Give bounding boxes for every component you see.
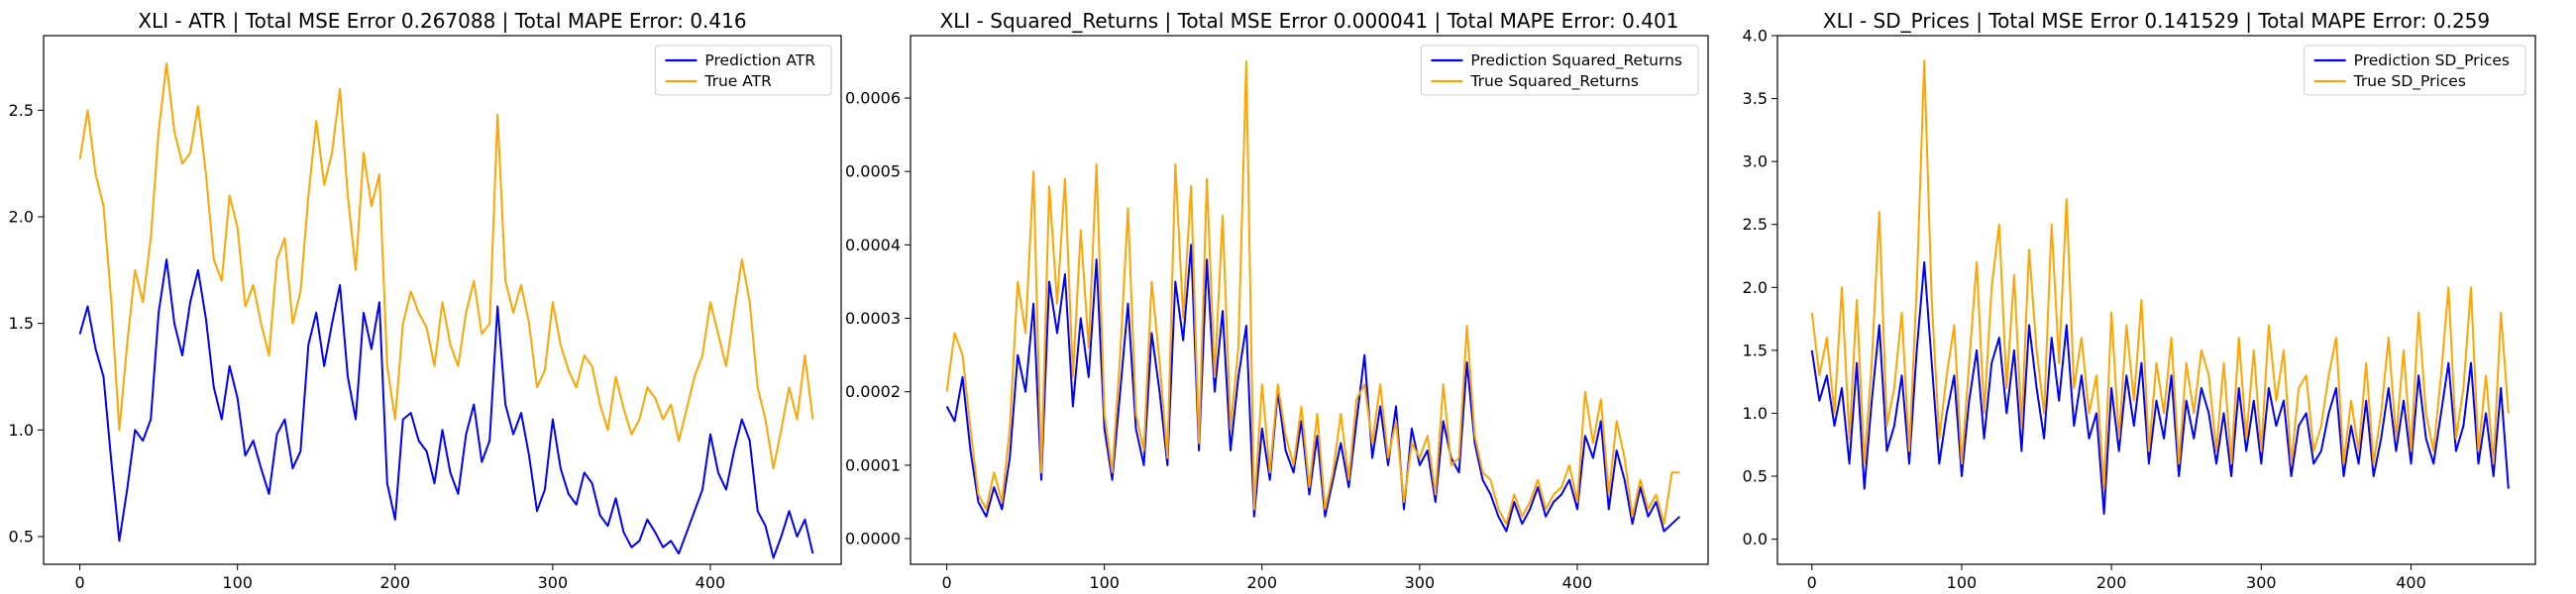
legend-label-prediction: Prediction ATR <box>704 51 815 69</box>
y-tick-label: 0.5 <box>1743 467 1768 486</box>
x-axis-ticks: 0 100 200 300 400 <box>74 564 725 592</box>
y-axis-ticks: 0.0000 0.0001 0.0002 0.0003 0.0004 0.0005 0.00… <box>845 89 911 548</box>
x-tick-label: 100 <box>1947 573 1978 592</box>
y-axis-ticks: 0.0 0.5 1.0 1.5 2.0 2.5 3.0 3.5 4.0 <box>1743 27 1777 548</box>
x-tick-label: 300 <box>2246 573 2277 592</box>
y-tick-label: 3.5 <box>1743 89 1768 108</box>
true-series-line <box>78 62 814 470</box>
x-tick-label: 300 <box>538 573 569 592</box>
y-tick-label: 1.5 <box>1743 341 1768 359</box>
y-tick-label: 0.0006 <box>845 89 901 108</box>
legend: Prediction SD_Prices True SD_Prices <box>2304 45 2526 96</box>
plot-area <box>78 62 814 559</box>
y-tick-label: 2.0 <box>1743 278 1768 297</box>
y-tick-label: 2.5 <box>1743 215 1768 234</box>
y-tick-label: 0.0004 <box>845 236 901 254</box>
chart-title: XLI - Squared_Returns | Total MSE Error … <box>940 9 1679 33</box>
chart-atr: XLI - ATR | Total MSE Error 0.267088 | T… <box>9 9 842 592</box>
legend-box <box>2304 45 2526 96</box>
x-axis-ticks: 0 100 200 300 400 <box>1807 564 2426 592</box>
true-series-line <box>945 60 1680 526</box>
y-tick-label: 0.0005 <box>845 162 901 181</box>
chart-title: XLI - ATR | Total MSE Error 0.267088 | T… <box>138 9 746 33</box>
axes-frame <box>1776 35 2536 565</box>
y-tick-label: 4.0 <box>1743 27 1768 46</box>
x-tick-label: 300 <box>1405 573 1436 592</box>
y-tick-label: 2.0 <box>9 208 34 227</box>
y-tick-label: 0.0 <box>1743 530 1768 548</box>
x-tick-label: 200 <box>1246 573 1277 592</box>
x-tick-label: 200 <box>2096 573 2127 592</box>
x-tick-label: 0 <box>1807 573 1817 592</box>
legend-label-prediction: Prediction SD_Prices <box>2354 51 2510 70</box>
prediction-series-line <box>1810 260 2510 516</box>
x-tick-label: 400 <box>1562 573 1593 592</box>
x-axis-ticks: 0 100 200 300 400 <box>941 564 1592 592</box>
chart-sd-prices: XLI - SD_Prices | Total MSE Error 0.1415… <box>1743 9 2536 592</box>
plot-area <box>1810 59 2510 516</box>
y-tick-label: 1.5 <box>9 314 34 333</box>
x-tick-label: 200 <box>379 573 410 592</box>
y-tick-label: 0.0001 <box>845 455 901 474</box>
legend-box <box>654 45 832 96</box>
prediction-series-line <box>78 258 814 559</box>
chart-squared-returns: XLI - Squared_Returns | Total MSE Error … <box>845 9 1709 592</box>
y-tick-label: 0.0003 <box>845 309 901 328</box>
legend-label-true: True SD_Prices <box>2353 72 2466 91</box>
y-tick-label: 1.0 <box>9 421 34 440</box>
true-series-line <box>1810 59 2510 490</box>
legend: Prediction Squared_Returns True Squared_… <box>1420 45 1699 96</box>
chart-title: XLI - SD_Prices | Total MSE Error 0.1415… <box>1823 9 2490 33</box>
legend-box <box>1420 45 1699 96</box>
prediction-series-line <box>945 244 1681 533</box>
x-tick-label: 100 <box>1089 573 1120 592</box>
x-tick-label: 100 <box>222 573 253 592</box>
y-tick-label: 2.5 <box>9 101 34 120</box>
x-tick-label: 0 <box>74 573 84 592</box>
axes-frame <box>910 35 1709 565</box>
x-tick-label: 400 <box>696 573 726 592</box>
legend: Prediction ATR True ATR <box>654 45 832 96</box>
legend-label-true: True ATR <box>703 72 772 90</box>
y-tick-label: 0.0000 <box>845 530 901 548</box>
legend-label-prediction: Prediction Squared_Returns <box>1470 51 1682 70</box>
x-tick-label: 0 <box>941 573 951 592</box>
axes-frame <box>43 35 842 565</box>
y-tick-label: 3.0 <box>1743 152 1768 171</box>
y-tick-label: 1.0 <box>1743 404 1768 423</box>
y-tick-label: 0.0002 <box>845 382 901 401</box>
y-tick-label: 0.5 <box>9 528 34 546</box>
x-tick-label: 400 <box>2396 573 2426 592</box>
plot-area <box>945 60 1681 533</box>
legend-label-true: True Squared_Returns <box>1469 72 1639 91</box>
y-axis-ticks: 0.5 1.0 1.5 2.0 2.5 <box>9 101 44 546</box>
